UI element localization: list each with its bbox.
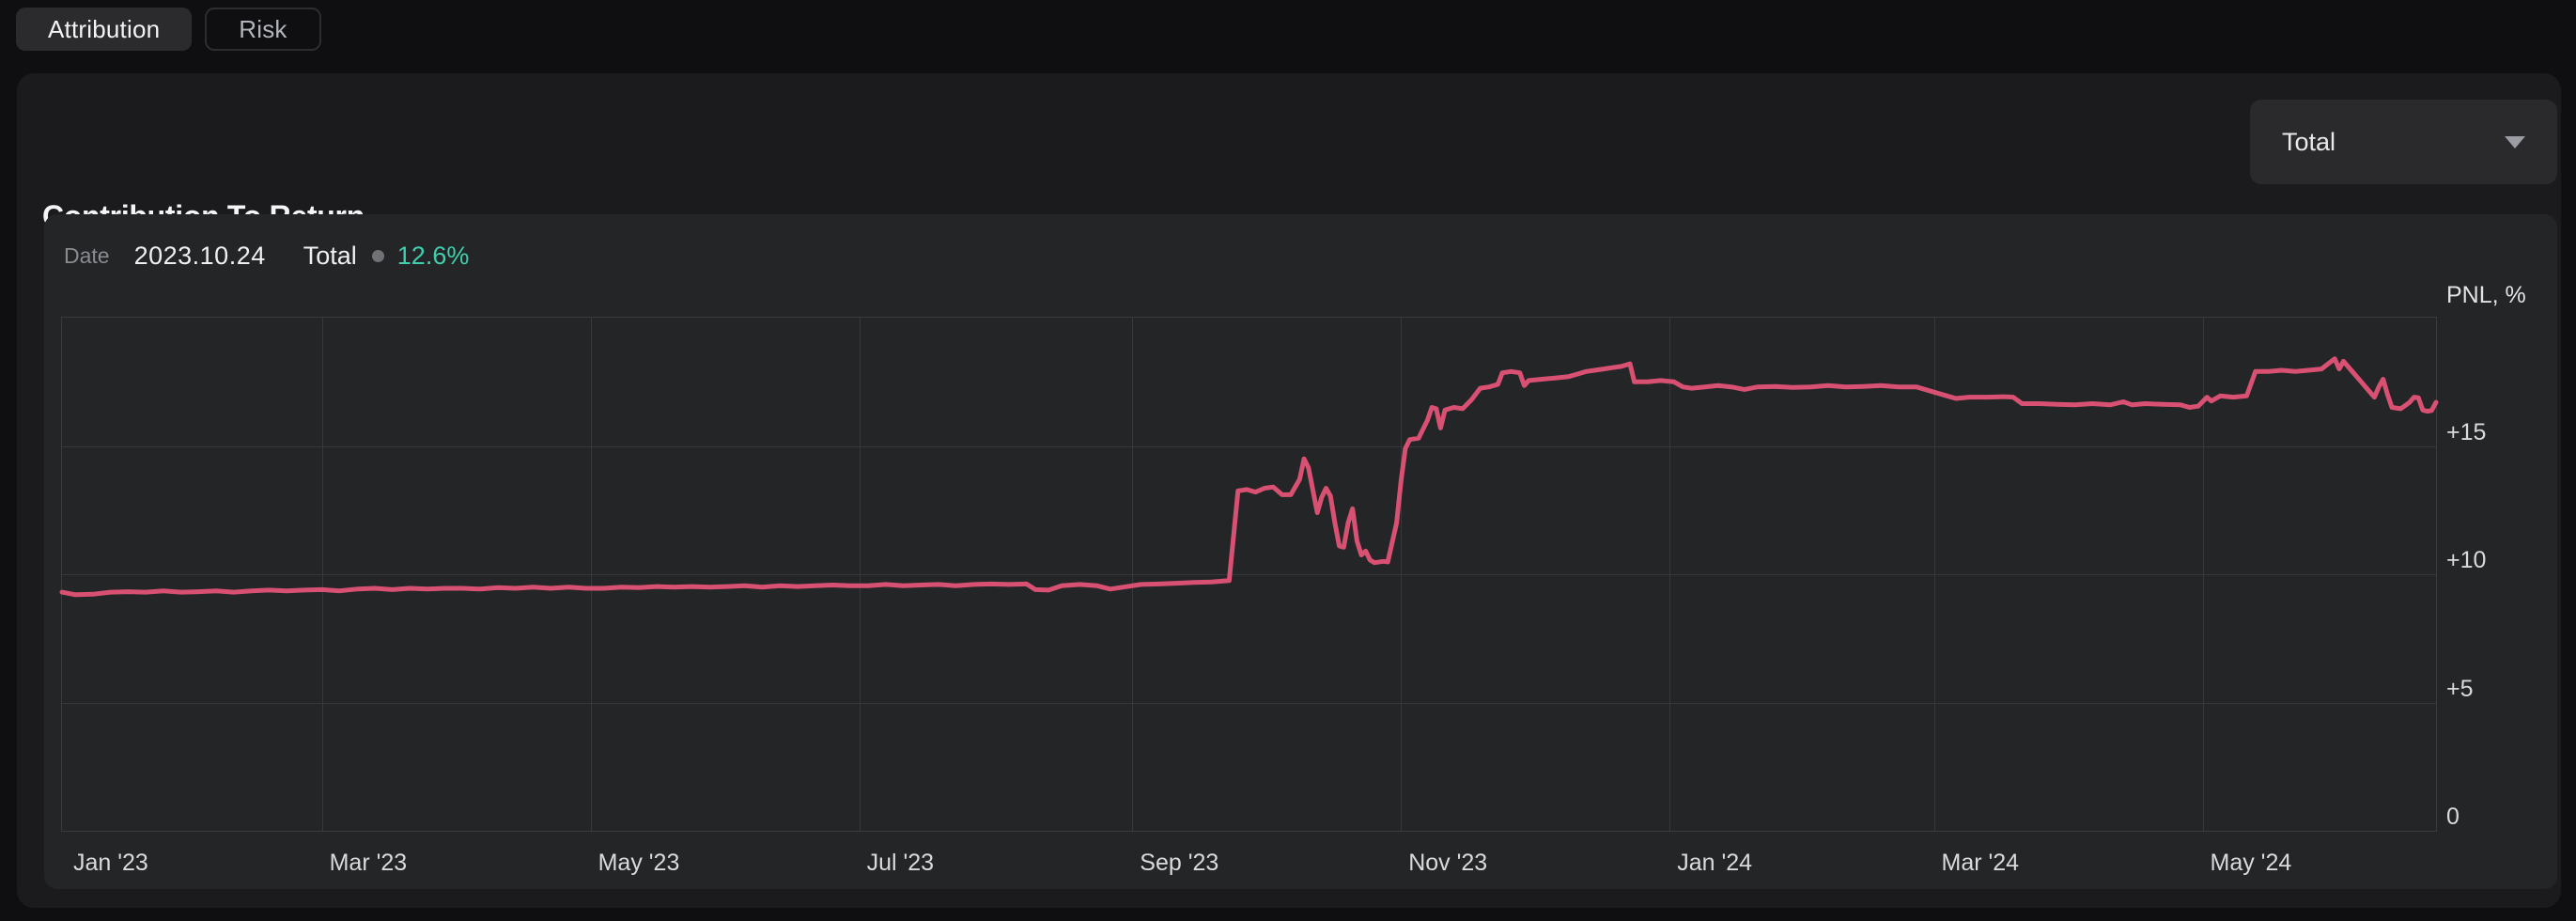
chevron-down-icon	[2505, 135, 2525, 148]
chart-tooltip-header: Date 2023.10.24 Total 12.6%	[64, 239, 469, 273]
x-tick-label: Nov '23	[1408, 850, 1488, 876]
series-selector-dropdown[interactable]: Total	[2250, 100, 2557, 184]
line-chart-svg	[59, 356, 2439, 598]
x-tick-label: May '24	[2210, 850, 2292, 876]
series-selector-value: Total	[2282, 127, 2336, 156]
tab-risk[interactable]: Risk	[205, 8, 321, 51]
x-tick-label: May '23	[597, 850, 680, 876]
tooltip-date-value: 2023.10.24	[133, 241, 266, 270]
tooltip-date-label: Date	[64, 242, 110, 268]
y-tick-label: +15	[2446, 418, 2487, 445]
view-tabs: Attribution Risk	[16, 8, 321, 51]
x-tick-label: Mar '24	[1941, 850, 2020, 876]
series-marker-dot-icon	[371, 249, 384, 262]
x-tick-label: Mar '23	[329, 850, 408, 876]
tooltip-series-value: 12.6%	[396, 241, 470, 270]
contribution-card: Contribution To Return Total Date 2023.1…	[17, 73, 2561, 908]
tab-attribution[interactable]: Attribution	[16, 8, 193, 51]
y-axis-title: PNL, %	[2446, 282, 2526, 308]
y-gridline	[62, 702, 2436, 704]
y-tick-label: +10	[2446, 547, 2487, 573]
x-tick-label: Jul '23	[866, 850, 935, 876]
tooltip-series-label: Total	[303, 241, 357, 270]
series-line-total	[59, 356, 2439, 598]
x-tick-label: Jan '23	[73, 850, 148, 876]
y-gridline	[62, 574, 2436, 575]
y-tick-label: +5	[2446, 675, 2474, 702]
plot-area[interactable]	[59, 317, 2439, 832]
x-tick-label: Jan '24	[1677, 850, 1753, 876]
y-tick-label: 0	[2446, 804, 2460, 830]
x-tick-label: Sep '23	[1140, 850, 1219, 876]
chart-panel: Date 2023.10.24 Total 12.6% Jan '23 Mar '…	[44, 214, 2557, 889]
y-gridline	[62, 445, 2436, 447]
